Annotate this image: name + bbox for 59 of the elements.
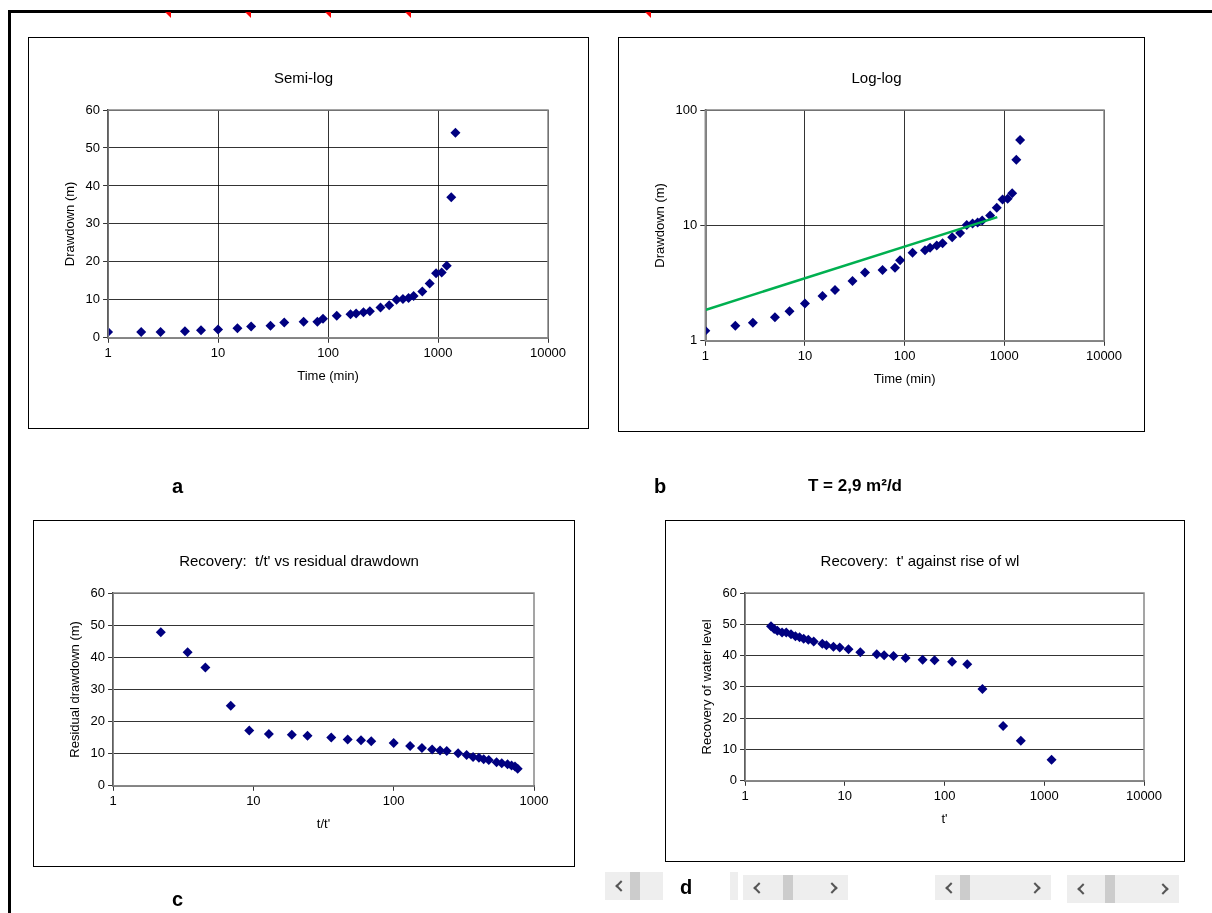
x-tick-label: 1000	[423, 345, 453, 361]
y-tick-label: 20	[85, 253, 101, 269]
y-tick-label: 50	[90, 616, 106, 632]
y-tick-label: 40	[85, 177, 101, 193]
y-tick-label: 10	[682, 216, 698, 232]
y-tick-label: 60	[722, 584, 738, 600]
y-tick-label: 30	[85, 215, 101, 231]
x-axis-title: t/t'	[316, 815, 331, 831]
chart-title: Log-log	[851, 69, 902, 87]
chart-title: Recovery: t/t' vs residual drawdown	[179, 552, 419, 570]
x-tick-label: 10	[837, 788, 853, 804]
y-axis-title: Drawdown (m)	[652, 183, 668, 268]
y-tick-label: 20	[722, 709, 738, 725]
y-tick-label: 50	[722, 615, 738, 631]
x-tick-label: 10000	[529, 345, 567, 361]
x-tick-label: 1	[701, 348, 709, 364]
y-tick-label: 20	[90, 713, 106, 729]
x-tick-label: 100	[893, 348, 916, 364]
y-tick-label: 40	[722, 647, 738, 663]
x-tick-label: 10000	[1085, 348, 1123, 364]
x-tick-label: 100	[933, 788, 956, 804]
x-axis-title: Time (min)	[297, 367, 359, 383]
x-axis-title: t'	[941, 810, 948, 826]
y-tick-label: 30	[90, 680, 106, 696]
y-tick-label: 0	[97, 777, 106, 793]
x-tick-label: 10	[797, 348, 813, 364]
y-tick-label: 10	[85, 291, 101, 307]
y-axis-title: Residual drawdown (m)	[67, 621, 83, 758]
y-tick-label: 60	[85, 101, 101, 117]
text: c	[172, 888, 184, 911]
y-tick-label: 10	[722, 741, 738, 757]
x-tick-label: 1000	[519, 793, 549, 809]
x-tick-label: 1	[741, 788, 749, 804]
x-tick-label: 1	[109, 793, 117, 809]
text: b	[654, 475, 667, 498]
x-axis-title: Time (min)	[873, 370, 936, 386]
x-tick-label: 10	[246, 793, 261, 809]
x-tick-label: 10	[210, 345, 226, 361]
y-axis-title: Recovery of water level	[699, 619, 715, 755]
y-axis-title: Drawdown (m)	[62, 181, 78, 267]
chart-title: Semi-log	[273, 69, 334, 87]
y-tick-label: 60	[90, 584, 106, 600]
y-tick-label: 10	[90, 745, 106, 761]
x-tick-label: 10000	[1125, 788, 1163, 804]
x-tick-label: 100	[382, 793, 405, 809]
text: a	[172, 475, 184, 498]
y-tick-label: 0	[729, 772, 738, 788]
chart-title: Recovery: t' against rise of wl	[820, 552, 1020, 570]
x-tick-label: 1000	[1029, 788, 1059, 804]
text: d	[680, 876, 693, 899]
y-tick-label: 0	[92, 329, 101, 345]
y-tick-label: 100	[675, 101, 698, 117]
y-tick-label: 30	[722, 678, 738, 694]
x-tick-label: 1000	[989, 348, 1019, 364]
y-tick-label: 40	[90, 648, 106, 664]
text: T = 2,9 m²/d	[808, 476, 902, 496]
x-tick-label: 100	[317, 345, 339, 361]
y-tick-label: 50	[85, 139, 101, 155]
y-tick-label: 1	[690, 332, 698, 348]
